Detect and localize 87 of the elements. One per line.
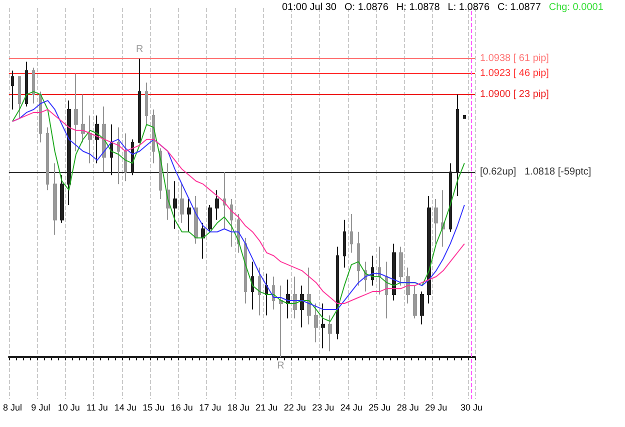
candlestick	[152, 108, 155, 164]
candlestick	[95, 114, 99, 164]
candlestick	[307, 267, 311, 325]
candlestick	[427, 196, 431, 304]
candlestick	[434, 198, 438, 244]
candlestick	[11, 70, 14, 110]
candlestick	[413, 285, 417, 319]
x-tick-label: 28 Ju	[396, 402, 419, 412]
candlestick	[336, 246, 339, 340]
candlestick	[244, 237, 247, 304]
candlestick	[67, 100, 71, 206]
x-tick-label: 10 Ju	[58, 402, 80, 412]
candlestick	[378, 246, 381, 296]
candlestick	[449, 162, 452, 232]
candlestick	[456, 94, 459, 197]
candlestick	[39, 91, 42, 143]
candlestick	[300, 285, 304, 328]
x-tick-label: 21 Ju	[256, 402, 278, 412]
candlestick	[420, 291, 424, 325]
candlestick	[343, 219, 346, 268]
candlestick	[215, 190, 219, 220]
candlestick	[53, 162, 57, 236]
x-tick-label: 25 Ju	[368, 402, 391, 412]
ref-line-label: 1.0923 [ 46 pip]	[480, 68, 550, 80]
x-tick-label: 24 Ju	[340, 402, 362, 412]
x-tick-label: 14 Ju	[114, 402, 136, 412]
x-tick-label: 8 Jul	[2, 402, 22, 412]
candlestick	[385, 261, 388, 319]
candlestick	[201, 222, 205, 260]
candlestick	[258, 267, 261, 316]
x-tick-label: 30 Ju	[460, 402, 482, 412]
candlestick	[145, 82, 148, 125]
candlestick	[392, 243, 396, 302]
candlestick	[194, 196, 198, 244]
candlestick	[32, 67, 35, 104]
candlestick	[223, 172, 226, 230]
candlestick	[230, 198, 233, 248]
candlestick	[187, 198, 191, 232]
candlestick	[441, 190, 445, 248]
candlestick	[46, 126, 49, 191]
candlestick	[279, 285, 283, 358]
candlestick	[293, 276, 297, 319]
candlestick	[321, 302, 325, 349]
annotation: R	[277, 360, 284, 372]
candlestick	[110, 124, 113, 176]
candlestick	[25, 61, 28, 107]
candlestick	[138, 58, 141, 143]
text: L: 1.0876	[448, 2, 490, 13]
text: O: 1.0876	[344, 2, 388, 13]
ref-line-label: 1.0900 [ 23 pip]	[480, 89, 550, 100]
annotation: R	[136, 44, 144, 56]
candlestick	[286, 279, 290, 319]
x-tick-label: 23 Ju	[312, 402, 334, 412]
candlestick	[74, 73, 78, 152]
candlestick	[328, 314, 332, 352]
x-tick-label: 17 Ju	[199, 402, 222, 412]
candlestick	[463, 114, 466, 119]
ref-line-label: [0.62up] 1.0818 [-59ptc]	[480, 166, 592, 178]
candlestick	[88, 114, 92, 164]
candlestick	[265, 273, 268, 316]
candlestick	[314, 302, 318, 343]
candlestick	[117, 126, 120, 185]
candlestick	[251, 261, 254, 310]
text: H: 1.0878	[396, 2, 440, 13]
text: 01:00 Jul 30	[282, 2, 336, 13]
x-tick-label: 9 Jul	[31, 402, 50, 412]
candlestick	[208, 204, 212, 232]
candlestick	[102, 106, 106, 173]
ref-line-label: 1.0938 [ 61 pip]	[480, 53, 550, 64]
x-tick-label: 22 Ju	[284, 402, 306, 412]
candlestick	[399, 246, 403, 286]
candlestick	[60, 174, 64, 224]
x-tick-label: 29 Ju	[425, 402, 448, 412]
candlestick	[18, 76, 21, 119]
candlestick	[81, 94, 85, 143]
candlestick	[180, 184, 184, 224]
x-tick-label: 18 Ju	[227, 402, 250, 412]
text: Chg: 0.0001	[548, 2, 604, 13]
x-tick-label: 11 Ju	[86, 402, 108, 412]
text: C: 1.0877	[498, 2, 541, 13]
candlestick	[124, 132, 127, 182]
candlestick	[173, 180, 177, 230]
x-tick-label: 15 Ju	[142, 402, 165, 412]
candlestick	[350, 213, 353, 254]
candlestick	[357, 231, 360, 286]
candlestick	[406, 267, 410, 304]
x-tick-label: 16 Ju	[170, 402, 193, 412]
